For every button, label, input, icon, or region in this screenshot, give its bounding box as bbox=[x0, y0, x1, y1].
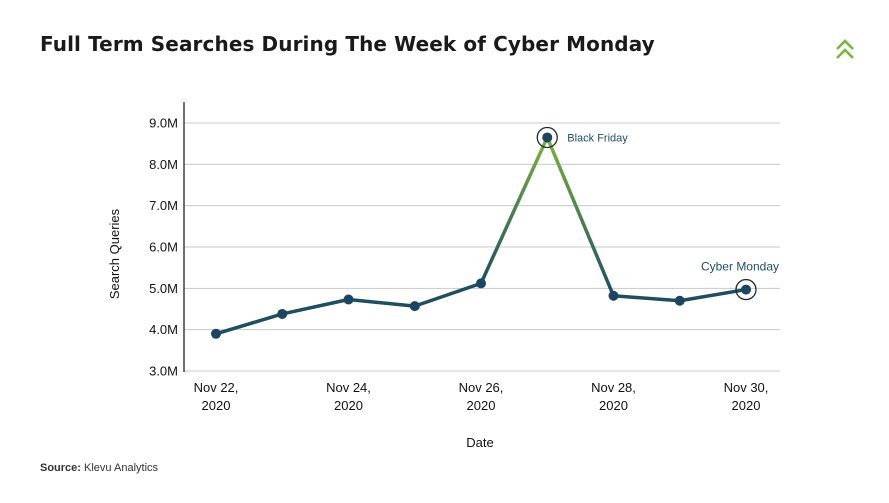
x-tick-label: Nov 28, bbox=[591, 380, 636, 395]
annotation-label: Black Friday bbox=[567, 132, 628, 144]
double-chevron-up-icon bbox=[836, 39, 854, 59]
x-tick-label-year: 2020 bbox=[599, 398, 628, 413]
data-point bbox=[741, 284, 751, 295]
x-tick-label-year: 2020 bbox=[202, 398, 231, 413]
data-point bbox=[476, 278, 486, 289]
x-axis-title: Date bbox=[466, 435, 493, 450]
y-tick-label: 8.0M bbox=[149, 157, 178, 172]
data-point bbox=[409, 301, 420, 312]
annotations: Black Friday Cyber Monday bbox=[536, 126, 779, 301]
y-tick-label: 5.0M bbox=[149, 281, 178, 296]
data-point bbox=[542, 132, 553, 143]
grid-lines bbox=[184, 122, 780, 372]
x-tick-label-year: 2020 bbox=[732, 398, 761, 413]
y-axis-title: Search Queries bbox=[107, 208, 122, 299]
series-line-segment bbox=[479, 135, 549, 286]
series-line-segment bbox=[545, 135, 616, 298]
x-tick-label-year: 2020 bbox=[334, 398, 363, 413]
data-point bbox=[674, 295, 685, 306]
x-tick-label: Nov 22, bbox=[194, 380, 239, 395]
series-line-segment bbox=[413, 281, 483, 308]
y-tick-label: 9.0M bbox=[149, 116, 178, 131]
data-point bbox=[277, 308, 288, 319]
series-line-segment bbox=[346, 297, 417, 308]
series-line-segment bbox=[280, 297, 351, 316]
data-point bbox=[608, 290, 619, 301]
series-points bbox=[211, 132, 751, 339]
source-label: Source: bbox=[40, 462, 81, 474]
source-name: Klevu Analytics bbox=[84, 462, 159, 474]
series-line-segment bbox=[678, 287, 748, 303]
x-tick-label: Nov 24, bbox=[326, 380, 371, 395]
x-tick-label: Nov 30, bbox=[724, 380, 769, 395]
annotation-label: Cyber Monday bbox=[701, 260, 779, 274]
data-point bbox=[343, 294, 354, 305]
annotation-ring bbox=[735, 278, 757, 301]
y-tick-label: 6.0M bbox=[149, 240, 178, 255]
x-tick-label: Nov 26, bbox=[459, 380, 504, 395]
y-tick-labels: 3.0M 4.0M 5.0M 6.0M 7.0M 8.0M 9.0M bbox=[149, 116, 178, 379]
series-line bbox=[214, 135, 748, 336]
y-tick-label: 7.0M bbox=[149, 198, 178, 213]
data-point bbox=[211, 328, 221, 339]
series-line-segment bbox=[214, 312, 284, 336]
annotation-ring bbox=[536, 126, 558, 149]
chart-title: Full Term Searches During The Week of Cy… bbox=[40, 32, 655, 56]
y-tick-label: 4.0M bbox=[149, 322, 178, 337]
source-note: Source: Klevu Analytics bbox=[40, 462, 158, 474]
x-tick-label-year: 2020 bbox=[467, 398, 496, 413]
series-line-segment bbox=[611, 294, 682, 303]
x-tick-labels: Nov 22, 2020 Nov 24, 2020 Nov 26, 2020 Nov 28,… bbox=[194, 380, 769, 413]
y-tick-label: 3.0M bbox=[149, 364, 178, 379]
